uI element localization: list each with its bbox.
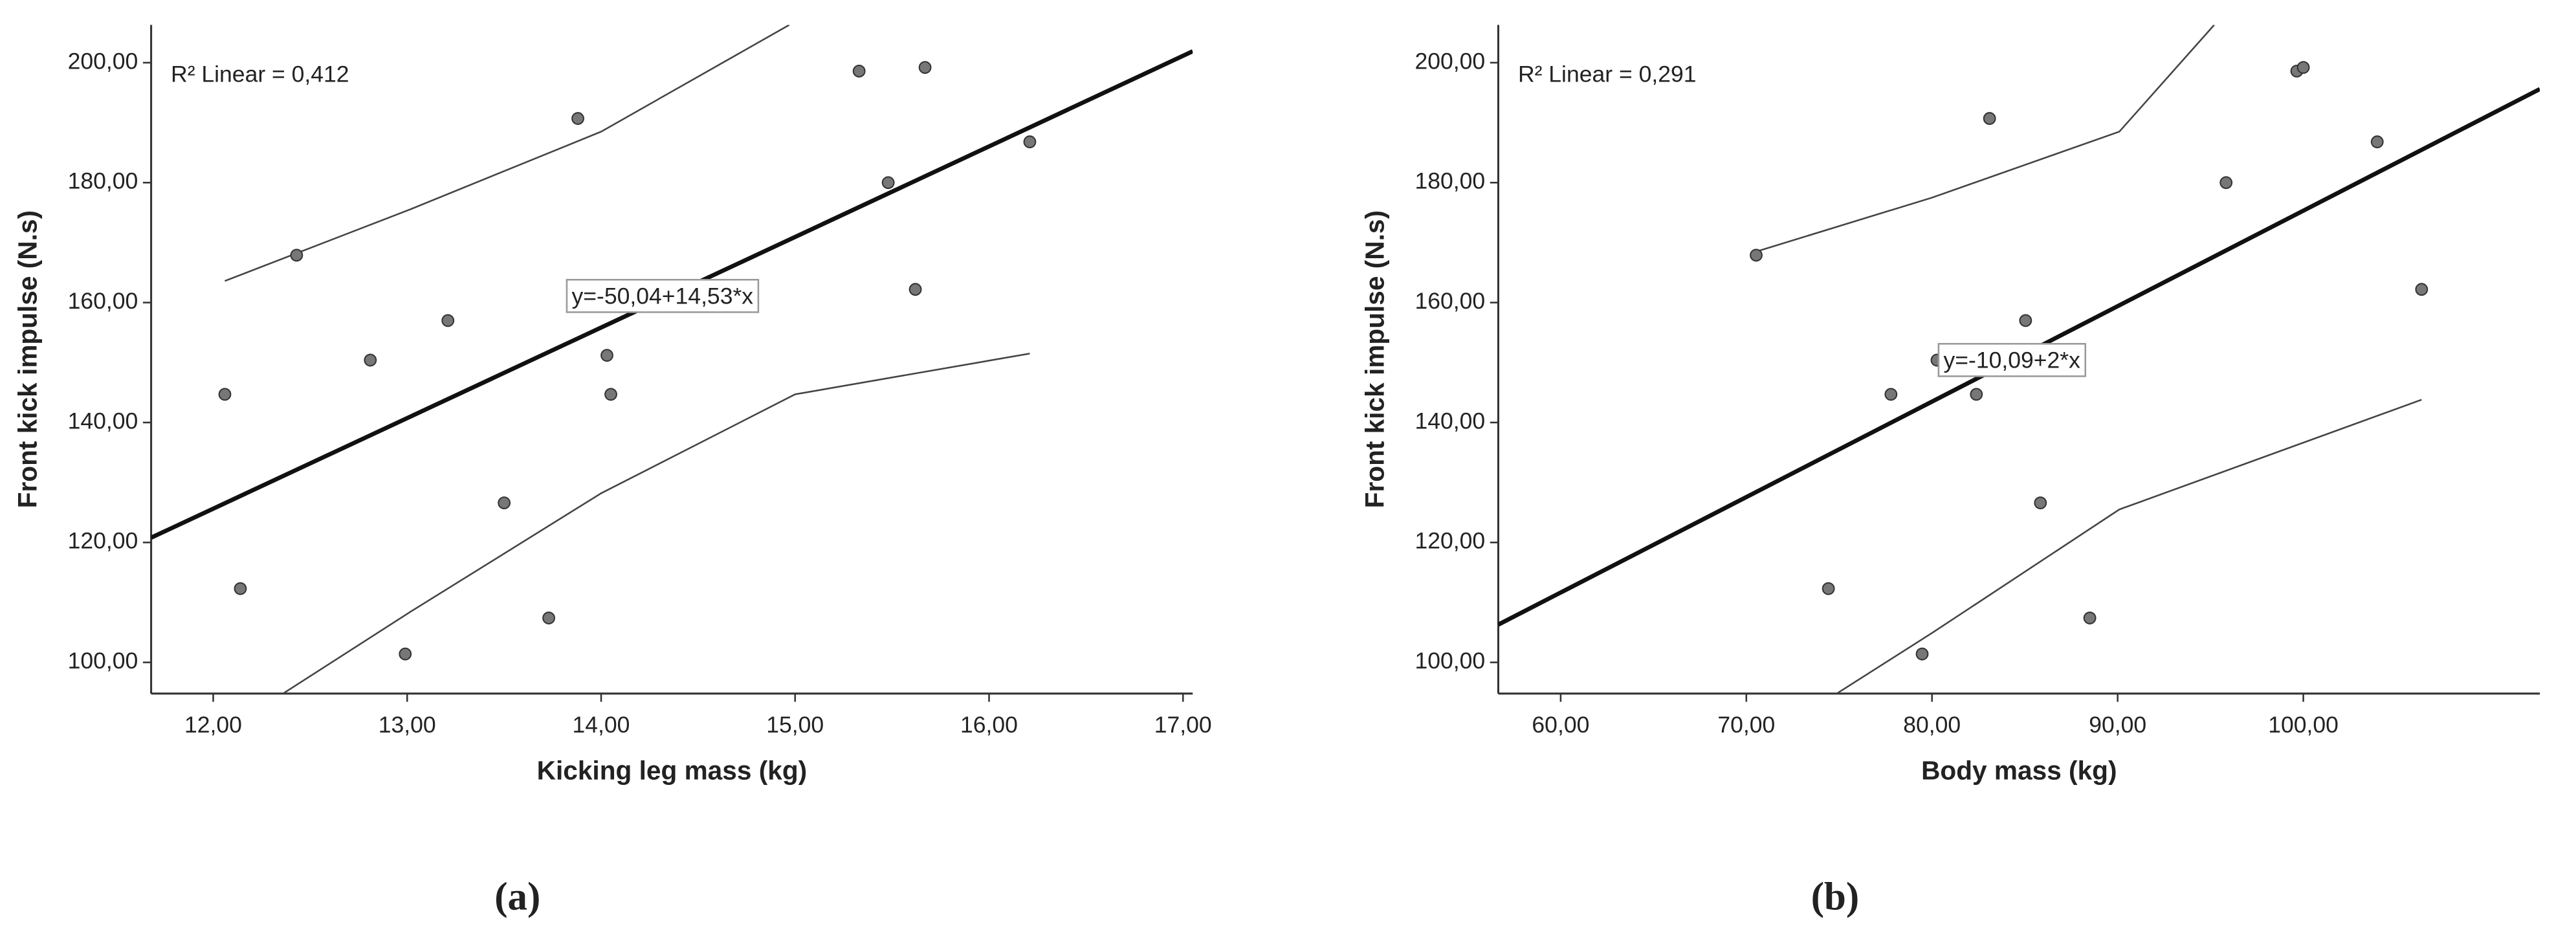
y-axis-title: Front kick impulse (N.s) — [12, 210, 42, 508]
point — [2083, 612, 2097, 624]
point — [852, 64, 866, 78]
y-tick-label: 120,00 — [1415, 528, 1485, 554]
ci-lower-line — [282, 353, 1030, 694]
ci-upper-line — [1756, 25, 2215, 253]
point — [1822, 582, 1835, 595]
point — [498, 496, 511, 510]
point — [364, 353, 377, 367]
point — [1884, 388, 1898, 401]
equation-bg — [1937, 343, 2087, 377]
y-axis-title: Front kick impulse (N.s) — [1360, 210, 1389, 508]
equation-bg — [566, 278, 760, 313]
x-tick-label: 14,00 — [573, 712, 630, 738]
x-axis-title: Kicking leg mass (kg) — [537, 755, 807, 785]
x-tick-label: 70,00 — [1717, 712, 1775, 738]
y-tick-label: 100,00 — [68, 648, 138, 674]
point — [604, 388, 617, 401]
y-tick-label: 160,00 — [1415, 288, 1485, 314]
panel-label: (b) — [1811, 876, 1859, 919]
point — [1915, 647, 1929, 661]
point — [908, 283, 922, 296]
r2-annotation: R² Linear = 0,291 — [1518, 61, 1697, 87]
point — [2219, 176, 2233, 190]
point — [1970, 388, 1983, 401]
y-tick-label: 200,00 — [1415, 48, 1485, 74]
ci-lower-line — [1836, 399, 2422, 694]
point — [290, 248, 303, 262]
point — [1023, 135, 1037, 149]
r2-annotation: R² Linear = 0,412 — [171, 61, 349, 87]
point — [441, 314, 455, 327]
point — [2019, 314, 2032, 327]
y-tick-label: 140,00 — [1415, 408, 1485, 434]
equation-label: y=-50,04+14,53*x — [572, 283, 754, 309]
panel-label: (a) — [494, 876, 540, 919]
point — [1983, 112, 1996, 125]
y-tick-label: 120,00 — [68, 528, 138, 554]
x-tick-label: 80,00 — [1903, 712, 1961, 738]
chart: 100,00 120,00 140,00 160,00 180,00 200,00 60,0… — [1360, 25, 2540, 919]
equation-box: y=-50,04+14,53*x — [566, 278, 760, 313]
point — [542, 612, 555, 624]
x-axis-title: Body mass (kg) — [1921, 755, 2117, 785]
point — [2370, 135, 2384, 149]
y-tick-label: 200,00 — [68, 48, 138, 74]
ci-upper-line — [225, 25, 790, 282]
y-tick-label: 180,00 — [1415, 168, 1485, 194]
point — [399, 647, 412, 661]
x-tick-label: 15,00 — [766, 712, 824, 738]
y-tick-label: 180,00 — [68, 168, 138, 194]
equation-box: y=-10,09+2*x — [1937, 343, 2087, 377]
point — [918, 61, 932, 74]
x-tick-label: 17,00 — [1154, 712, 1212, 738]
x-tick-label: 16,00 — [960, 712, 1018, 738]
point — [1750, 248, 1763, 262]
x-tick-label: 13,00 — [379, 712, 436, 738]
chart: 100,00 120,00 140,00 160,00 180,00 200,00 12,0… — [12, 25, 1212, 919]
point — [218, 388, 232, 401]
point — [2034, 496, 2047, 510]
x-tick-label: 90,00 — [2089, 712, 2146, 738]
point — [600, 349, 613, 362]
y-tick-label: 140,00 — [68, 408, 138, 434]
y-tick-label: 100,00 — [1415, 648, 1485, 674]
point — [571, 112, 584, 125]
equation-label: y=-10,09+2*x — [1944, 347, 2081, 373]
x-tick-label: 12,00 — [184, 712, 242, 738]
point — [2415, 283, 2428, 296]
point — [234, 582, 247, 595]
x-tick-label: 100,00 — [2268, 712, 2339, 738]
y-tick-label: 160,00 — [68, 288, 138, 314]
point — [881, 176, 895, 190]
point — [2296, 61, 2310, 74]
x-tick-label: 60,00 — [1532, 712, 1589, 738]
